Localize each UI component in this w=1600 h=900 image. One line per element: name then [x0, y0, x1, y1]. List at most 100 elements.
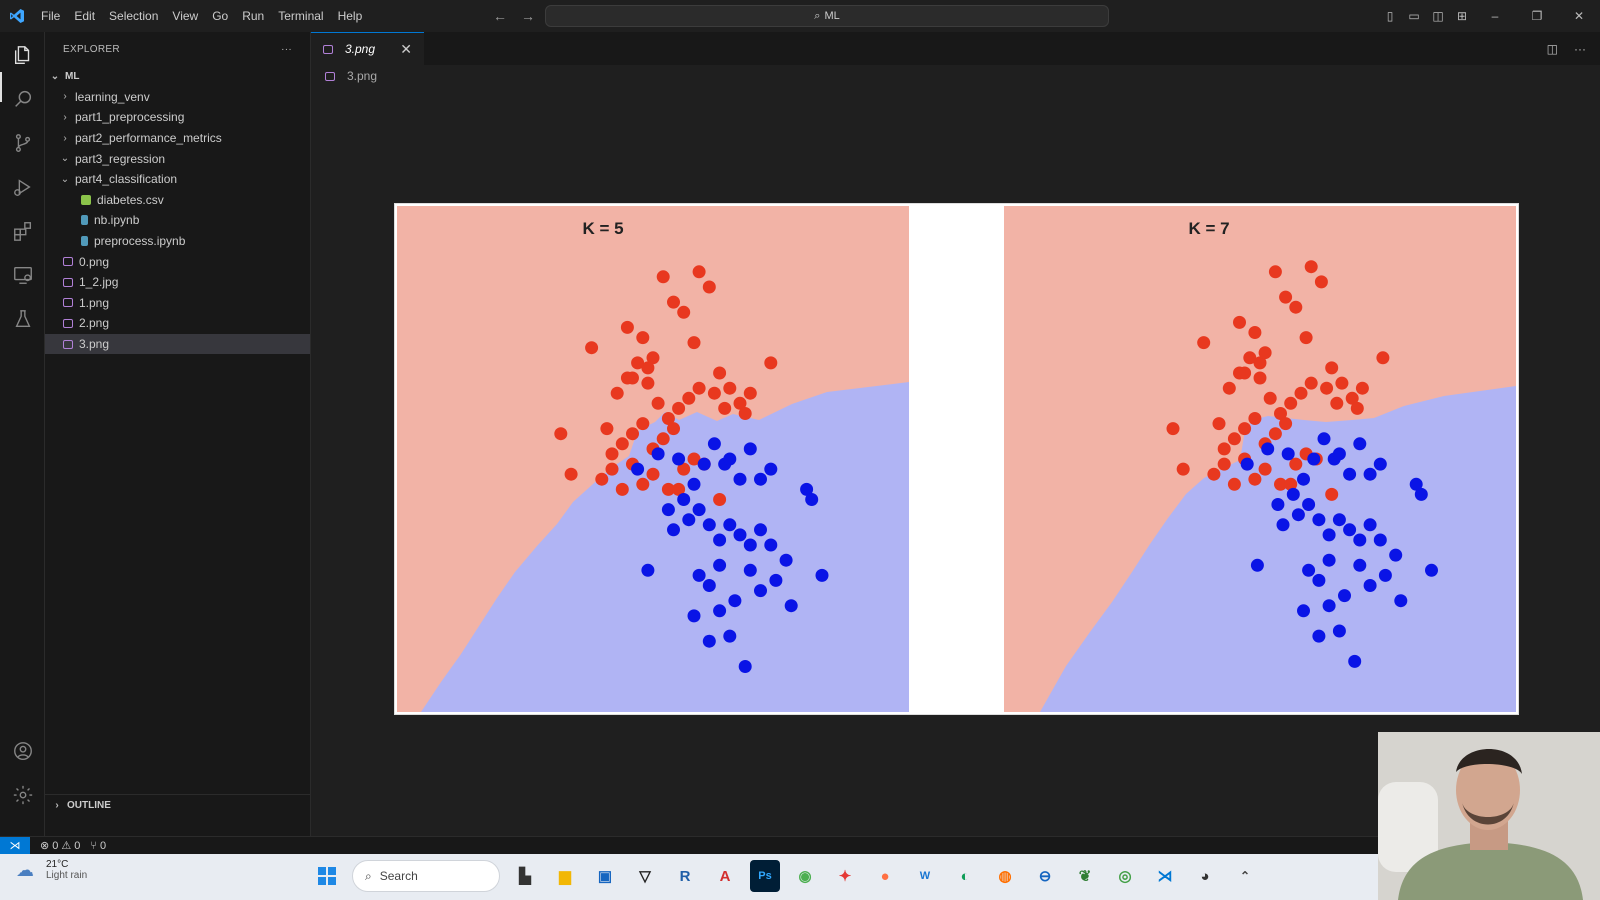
- more-actions-icon[interactable]: ···: [1574, 41, 1586, 56]
- firefox-icon[interactable]: ◍: [998, 868, 1012, 885]
- red-class-point: [1243, 351, 1257, 365]
- app-blue-circle-icon[interactable]: ⊖: [1038, 868, 1052, 885]
- tree-item-label: part4_classification: [75, 172, 178, 187]
- red-class-point: [620, 371, 634, 385]
- restore-icon[interactable]: ❐: [1531, 9, 1543, 23]
- red-class-point: [672, 401, 686, 415]
- extensions-icon[interactable]: [10, 218, 36, 244]
- file-item[interactable]: 1_2.jpg: [45, 272, 310, 293]
- workspace-root[interactable]: ⌄ ML: [45, 66, 310, 87]
- run-debug-icon[interactable]: [10, 174, 36, 200]
- r-app-icon[interactable]: R: [679, 867, 691, 885]
- photoshop-icon[interactable]: Ps: [750, 860, 780, 892]
- breadcrumb-file[interactable]: 3.png: [347, 69, 378, 83]
- file-item[interactable]: 2.png: [45, 313, 310, 334]
- file-item[interactable]: diabetes.csv: [45, 190, 310, 211]
- remote-explorer-icon[interactable]: [10, 262, 36, 288]
- search-icon[interactable]: [10, 86, 36, 112]
- menu-view[interactable]: View: [172, 9, 199, 23]
- close-tab-icon[interactable]: ✕: [400, 40, 412, 57]
- red-class-point: [615, 482, 629, 496]
- obs-icon[interactable]: ◕: [1200, 867, 1210, 885]
- settings-gear-icon[interactable]: [10, 782, 36, 808]
- menu-selection[interactable]: Selection: [109, 9, 159, 23]
- red-class-point: [585, 341, 599, 355]
- weather-widget[interactable]: ☁ 21°C Light rain: [16, 859, 87, 881]
- tab-3-png[interactable]: 3.png ✕: [311, 32, 424, 65]
- word-icon[interactable]: W: [919, 870, 931, 882]
- menu-terminal[interactable]: Terminal: [278, 9, 324, 23]
- forward-arrow-icon[interactable]: →: [521, 8, 535, 24]
- red-class-point: [707, 386, 721, 400]
- blue-class-point: [1261, 442, 1275, 456]
- command-center[interactable]: ⌕ ML: [545, 5, 1109, 27]
- testing-icon[interactable]: [10, 306, 36, 332]
- remote-indicator-icon[interactable]: ⋊: [0, 836, 30, 855]
- acrobat-a-icon[interactable]: A: [719, 867, 731, 885]
- chrome-profile-icon[interactable]: ◎: [1118, 868, 1132, 885]
- task-view-icon[interactable]: ▙: [519, 868, 531, 885]
- explorer-more-icon[interactable]: ···: [281, 43, 292, 55]
- explorer-icon[interactable]: [10, 42, 36, 68]
- source-control-icon[interactable]: [10, 130, 36, 156]
- blue-class-point: [1312, 629, 1326, 643]
- blue-class-point: [784, 599, 798, 613]
- chrome-icon[interactable]: ◉: [798, 868, 812, 885]
- accounts-icon[interactable]: [10, 738, 36, 764]
- blue-class-point: [1332, 624, 1346, 638]
- toggle-secondary-sidebar-icon[interactable]: ◫: [1432, 9, 1444, 23]
- folder-item[interactable]: › learning_venv: [45, 87, 310, 108]
- menu-edit[interactable]: Edit: [74, 9, 96, 23]
- problems-indicator[interactable]: ⊗ 0 ⚠ 0: [40, 839, 80, 853]
- folder-item[interactable]: › part2_performance_metrics: [45, 128, 310, 149]
- split-editor-icon[interactable]: ◫: [1546, 41, 1558, 56]
- postman-icon[interactable]: ●: [880, 867, 890, 885]
- outline-section[interactable]: › OUTLINE: [45, 794, 310, 816]
- tree-item-label: part1_preprocessing: [75, 110, 185, 125]
- menu-file[interactable]: File: [41, 9, 61, 23]
- folder-item[interactable]: ⌄ part3_regression: [45, 148, 310, 169]
- warning-icon: ⚠: [61, 840, 72, 852]
- vscode-taskbar-icon[interactable]: ⋊: [1157, 868, 1173, 885]
- outlook-icon[interactable]: ▣: [597, 868, 613, 885]
- start-windows-icon[interactable]: [312, 860, 342, 892]
- mongodb-leaf-icon[interactable]: ❦: [1078, 868, 1092, 885]
- red-class-point: [661, 412, 675, 425]
- toggle-panel-icon[interactable]: ▭: [1408, 9, 1420, 23]
- red-class-point: [600, 422, 614, 436]
- minimize-icon[interactable]: –: [1491, 9, 1499, 23]
- file-explorer-icon[interactable]: ▆: [559, 868, 571, 885]
- red-class-point: [1222, 381, 1236, 395]
- tray-chevron-icon[interactable]: ⌃: [1239, 869, 1251, 883]
- menu-run[interactable]: Run: [242, 9, 265, 23]
- file-item[interactable]: nb.ipynb: [45, 210, 310, 231]
- toggle-sidebar-icon[interactable]: ▯: [1386, 9, 1394, 23]
- blue-class-point: [1348, 654, 1362, 668]
- weather-temp: 21°C: [46, 859, 69, 870]
- vectorworks-icon[interactable]: ▽: [639, 868, 651, 885]
- menu-help[interactable]: Help: [337, 9, 363, 23]
- ports-indicator[interactable]: ⑂ 0: [90, 840, 106, 852]
- chevron-right-icon: ›: [63, 132, 67, 144]
- menu-bar: File Edit Selection View Go Run Terminal Help: [34, 0, 369, 32]
- file-item[interactable]: 0.png: [45, 251, 310, 272]
- edge-icon[interactable]: ◐: [960, 867, 970, 885]
- file-item[interactable]: 3.png: [45, 333, 310, 355]
- menu-go[interactable]: Go: [212, 9, 229, 23]
- close-window-icon[interactable]: ✕: [1573, 9, 1585, 23]
- folder-item[interactable]: › part1_preprocessing: [45, 107, 310, 128]
- blue-class-point: [713, 533, 727, 547]
- blue-class-point: [687, 609, 701, 623]
- pdf-reader-icon[interactable]: ✦: [838, 868, 852, 885]
- red-class-point: [1284, 477, 1298, 491]
- file-item[interactable]: preprocess.ipynb: [45, 231, 310, 252]
- taskbar-search[interactable]: ⌕ Search: [352, 860, 500, 892]
- red-class-point: [554, 427, 568, 441]
- customize-layout-icon[interactable]: ⊞: [1456, 9, 1468, 23]
- red-class-point: [595, 472, 609, 486]
- decision-region-red: [397, 206, 909, 712]
- folder-item[interactable]: ⌄ part4_classification: [45, 169, 310, 190]
- file-item[interactable]: 1.png: [45, 293, 310, 314]
- back-arrow-icon[interactable]: ←: [493, 8, 507, 24]
- red-class-point: [646, 467, 660, 481]
